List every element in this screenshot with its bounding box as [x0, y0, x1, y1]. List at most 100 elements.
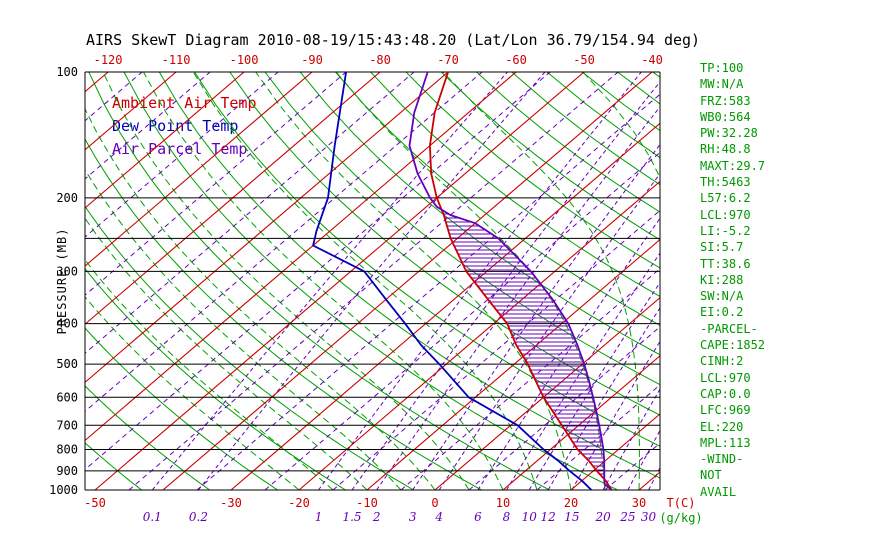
isotherm [298, 180, 660, 490]
stats-line: PW:32.28 [700, 126, 758, 141]
stats-line: EL:220 [700, 419, 744, 434]
isotherm [94, 72, 585, 490]
moist-adiabat [192, 72, 538, 490]
chart-title: AIRS SkewT Diagram 2010-08-19/15:43:48.2… [86, 31, 701, 49]
moist-adiabat [85, 107, 436, 490]
legend: Ambient Air Temp Dew Point Temp Air Parcel… [112, 92, 257, 161]
isotherm [366, 238, 660, 490]
axis-label: T(C) [667, 496, 696, 510]
ambient-temp-curve [428, 72, 613, 490]
stats-line: RH:48.8 [700, 142, 751, 157]
isotherm [85, 72, 517, 442]
axis-label: 400 [56, 317, 78, 331]
axis-label: 15 [564, 510, 579, 524]
axis-label: 3 [409, 510, 417, 524]
dry-adiabat [335, 72, 660, 326]
legend-item-2: Air Parcel Temp [112, 140, 248, 158]
legend-item-1: Dew Point Temp [112, 117, 239, 135]
stats-line: -WIND- [700, 452, 744, 467]
moist-adiabat [442, 72, 640, 490]
axis-label: 30 [632, 496, 646, 510]
axis-labels: -120 -110 -100 -90 -80 -70 -60 -50 -40-50 -30 -20-… [49, 53, 703, 525]
intermediate-isotherm [196, 93, 660, 490]
mixing-ratio-line [547, 307, 660, 490]
axis-label: 12 [541, 510, 556, 524]
axis-label: 800 [56, 442, 78, 456]
intermediate-isotherm [85, 72, 347, 296]
stats-line: FRZ:583 [700, 93, 751, 108]
axis-label: 0.1 [143, 510, 162, 524]
stats-line: LFC:969 [700, 403, 751, 418]
moist-adiabat [143, 72, 504, 490]
axis-label: -60 [505, 53, 527, 67]
intermediate-isotherm [85, 72, 211, 180]
stats-line: SI:5.7 [700, 240, 744, 255]
axis-label: -80 [369, 53, 391, 67]
stats-line: LI:-5.2 [700, 223, 751, 238]
stats-line: MW:N/A [700, 77, 744, 92]
axis-label: -20 [288, 496, 310, 510]
axis-label: 1 [315, 510, 323, 524]
isotherm [162, 72, 653, 490]
stats-line: LCL:970 [700, 207, 751, 222]
moist-adiabat [85, 296, 300, 490]
stats-line: NOT [700, 468, 722, 483]
intermediate-isotherm [468, 326, 660, 490]
mixing-ratio-line [412, 143, 660, 490]
axis-label: (g/kg) [659, 511, 702, 525]
isotherm [85, 72, 245, 209]
axis-label: 30 [641, 510, 657, 524]
axis-label: 25 [619, 510, 635, 524]
axis-label: 600 [56, 390, 78, 404]
axis-label: 6 [474, 510, 482, 524]
axis-label: -90 [301, 53, 323, 67]
axis-label: -10 [356, 496, 378, 510]
stats-line: AVAIL [700, 484, 737, 499]
legend-item-0: Ambient Air Temp [112, 94, 257, 112]
parcel-temp-curve [408, 72, 613, 490]
mixing-ratio-line [438, 172, 660, 490]
stats-line: SW:N/A [700, 289, 744, 304]
stats-line: -PARCEL- [700, 321, 758, 336]
isotherm [502, 355, 660, 490]
intermediate-isotherm [128, 72, 619, 490]
stats-line: TT:38.6 [700, 256, 751, 271]
mixing-ratio-line [151, 72, 508, 490]
axis-label: -50 [573, 53, 595, 67]
stats-panel: TP:100 MW:N/A FRZ:583 WB0:564 PW:32.28 RH:48.… [700, 60, 765, 500]
axis-label: 1000 [49, 483, 78, 497]
dry-adiabat [85, 327, 278, 490]
axis-label: 0.2 [189, 510, 208, 524]
axis-label: 20 [594, 510, 611, 524]
axis-label: 100 [56, 65, 78, 79]
stats-line: CINH:2 [700, 354, 744, 369]
mixing-ratio-line [376, 106, 660, 490]
stats-line: CAPE:1852 [700, 338, 766, 353]
stats-line: TH:5463 [700, 175, 751, 190]
stats-line: TP:100 [700, 61, 744, 75]
stats-line: CAP:0.0 [700, 386, 751, 401]
axis-label: -110 [162, 53, 191, 67]
dry-adiabat [85, 138, 482, 490]
axis-label: 2 [372, 510, 381, 524]
mixing-ratio-line [351, 81, 660, 490]
isotherm [85, 72, 109, 93]
dry-adiabat [85, 442, 142, 490]
axis-label: -120 [94, 53, 123, 67]
isotherm [85, 72, 381, 325]
axis-label: -100 [230, 53, 259, 67]
axis-label: -70 [437, 53, 459, 67]
stats-line: L57:6.2 [700, 191, 751, 206]
dry-adiabat [370, 72, 660, 298]
axis-label: 0 [431, 496, 438, 510]
axis-label: 4 [434, 510, 443, 524]
mixing-ratio-line [198, 72, 546, 490]
axis-label: 8 [503, 510, 511, 524]
stats-line: MAXT:29.7 [700, 158, 766, 173]
dry-adiabat [88, 72, 550, 490]
moist-adiabat [85, 259, 334, 490]
axis-label: 10 [496, 496, 510, 510]
stats-line: KI:288 [700, 272, 744, 287]
